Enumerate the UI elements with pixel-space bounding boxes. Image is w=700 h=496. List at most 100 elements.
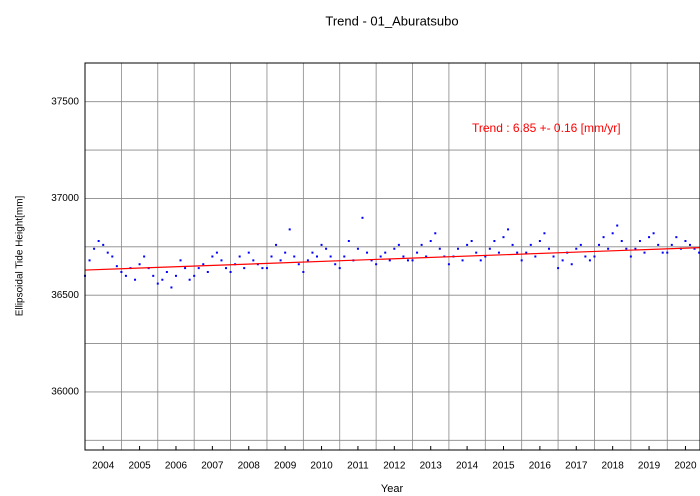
data-point [261, 267, 264, 270]
data-point [457, 247, 460, 250]
data-point [575, 247, 578, 250]
data-point [502, 236, 505, 239]
x-tick-label: 2015 [492, 461, 515, 472]
data-point [620, 240, 623, 243]
data-point [416, 251, 419, 254]
y-tick-label: 36000 [51, 387, 79, 398]
data-point [247, 251, 250, 254]
data-point [507, 228, 510, 231]
data-point [106, 251, 109, 254]
data-point [534, 255, 537, 258]
data-point [379, 255, 382, 258]
chart-title: Trend - 01_Aburatsubo [325, 13, 458, 28]
data-point [329, 255, 332, 258]
data-point [538, 240, 541, 243]
data-point [648, 236, 651, 239]
y-tick-label: 36500 [51, 290, 79, 301]
data-point [520, 259, 523, 262]
data-point [288, 228, 291, 231]
data-point [275, 243, 278, 246]
data-point [366, 251, 369, 254]
data-point [684, 240, 687, 243]
x-tick-label: 2007 [201, 461, 224, 472]
data-point [188, 278, 191, 281]
data-point [325, 247, 328, 250]
data-point [347, 240, 350, 243]
data-point [479, 259, 482, 262]
data-point [425, 255, 428, 258]
x-tick-label: 2009 [274, 461, 297, 472]
data-point [511, 243, 514, 246]
data-point [179, 259, 182, 262]
data-point [279, 259, 282, 262]
data-point [375, 263, 378, 266]
data-point [488, 247, 491, 250]
data-point [297, 263, 300, 266]
data-point [225, 267, 228, 270]
data-point [220, 259, 223, 262]
data-point [156, 282, 159, 285]
data-point [607, 247, 610, 250]
x-tick-label: 2010 [310, 461, 333, 472]
x-tick-label: 2005 [128, 461, 151, 472]
data-point [688, 243, 691, 246]
data-point [97, 240, 100, 243]
data-point [238, 255, 241, 258]
x-axis-label: Year [381, 483, 404, 495]
data-point [561, 259, 564, 262]
data-point [115, 265, 118, 268]
data-point [420, 243, 423, 246]
data-point [438, 247, 441, 250]
x-tick-label: 2011 [347, 461, 369, 472]
x-tick-label: 2018 [602, 461, 625, 472]
data-point [584, 255, 587, 258]
data-point [102, 243, 105, 246]
data-point [161, 278, 164, 281]
x-tick-label: 2014 [456, 461, 479, 472]
data-point [215, 251, 218, 254]
data-point [634, 247, 637, 250]
data-point [570, 263, 573, 266]
data-point [525, 251, 528, 254]
trend-line [84, 246, 700, 271]
data-point [447, 263, 450, 266]
data-point [293, 255, 296, 258]
data-point [138, 263, 141, 266]
data-point [170, 286, 173, 289]
data-point [397, 243, 400, 246]
data-point [429, 240, 432, 243]
data-point [693, 247, 696, 250]
data-point [384, 251, 387, 254]
data-point [698, 251, 700, 254]
data-point [466, 243, 469, 246]
x-tick-label: 2019 [638, 461, 661, 472]
data-point [265, 267, 268, 270]
data-point [547, 247, 550, 250]
data-point [543, 232, 546, 235]
data-point [616, 224, 619, 227]
data-point [411, 259, 414, 262]
x-tick-label: 2004 [92, 461, 115, 472]
data-point [657, 243, 660, 246]
x-tick-label: 2008 [238, 461, 261, 472]
data-point [393, 247, 396, 250]
data-point [370, 259, 373, 262]
data-point [315, 255, 318, 258]
data-point [302, 270, 305, 273]
data-point [493, 240, 496, 243]
data-point [625, 247, 628, 250]
data-point [638, 240, 641, 243]
data-point [124, 274, 127, 277]
data-point [211, 255, 214, 258]
data-point [434, 232, 437, 235]
x-tick-label: 2020 [674, 461, 697, 472]
data-point [516, 251, 519, 254]
data-point [197, 267, 200, 270]
x-tick-label: 2016 [529, 461, 552, 472]
data-point [270, 255, 273, 258]
data-point [174, 274, 177, 277]
data-point [111, 255, 114, 258]
data-point [593, 255, 596, 258]
data-point [666, 251, 669, 254]
data-point [184, 267, 187, 270]
